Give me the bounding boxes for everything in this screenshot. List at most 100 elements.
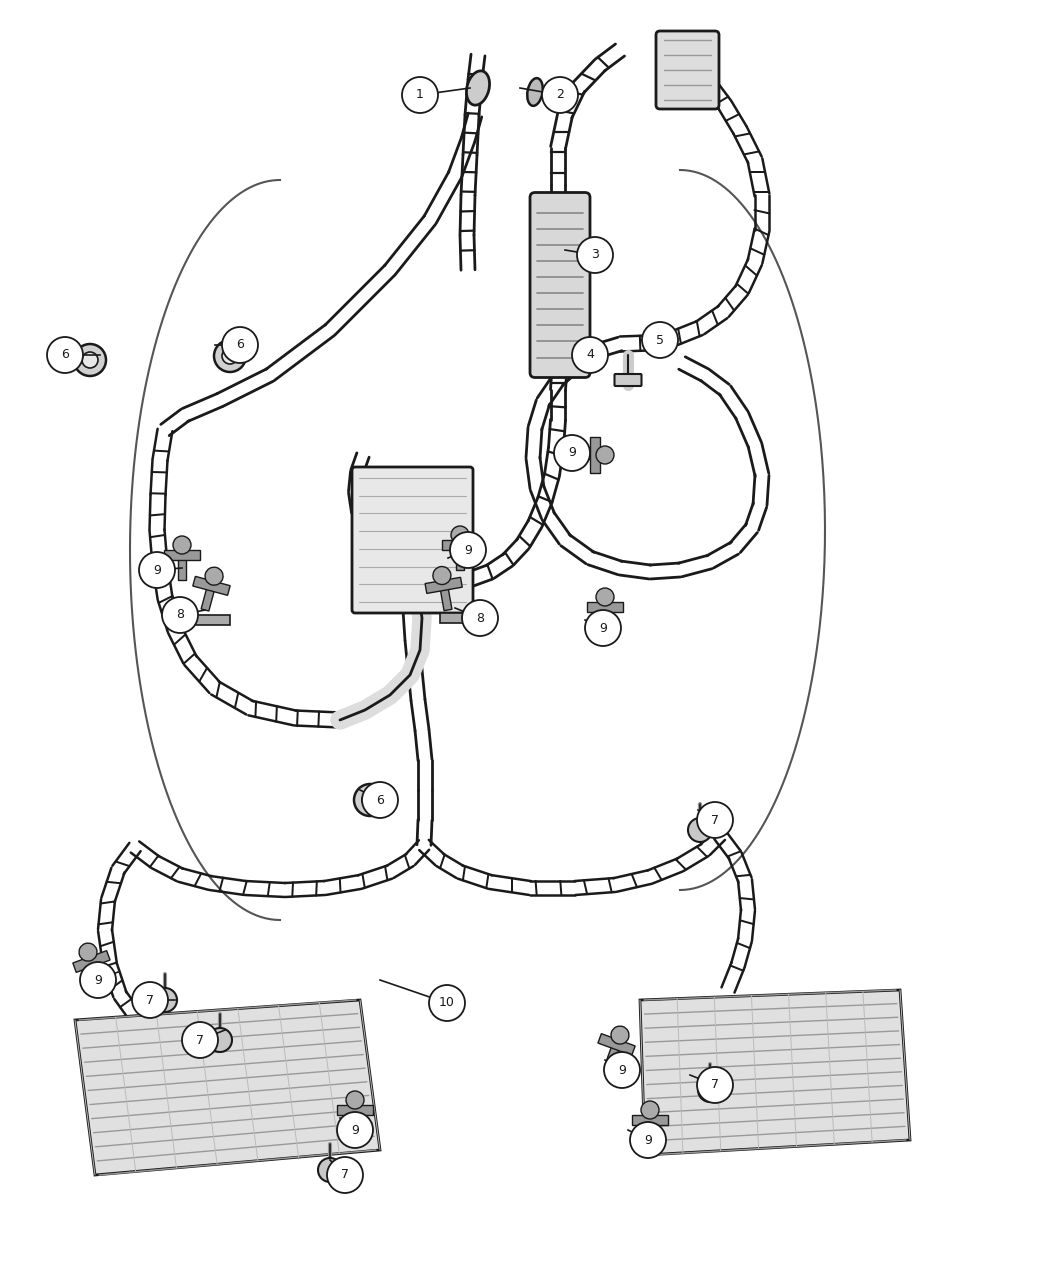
Text: 5: 5 [656,334,664,347]
Bar [425,578,462,593]
Bar [442,541,478,550]
Circle shape [82,352,98,368]
Circle shape [402,76,438,113]
Circle shape [205,567,223,585]
Circle shape [572,337,608,374]
Text: 3: 3 [591,249,598,261]
Circle shape [362,792,378,808]
Text: 10: 10 [439,997,455,1010]
Bar [456,544,464,570]
Circle shape [596,446,614,464]
Text: 1: 1 [416,88,424,102]
Bar [597,1034,635,1056]
Bar [72,951,110,973]
Text: 9: 9 [94,974,102,987]
Bar [440,613,490,623]
Circle shape [337,1112,373,1148]
Text: 9: 9 [464,543,471,556]
Bar [193,576,230,595]
Bar [202,585,215,611]
Circle shape [630,1122,666,1158]
Circle shape [585,609,621,646]
Circle shape [697,1067,733,1103]
Circle shape [604,1052,640,1088]
Text: 9: 9 [568,446,576,459]
Circle shape [475,608,495,629]
Circle shape [362,782,398,819]
Circle shape [74,344,106,376]
Circle shape [542,76,578,113]
Circle shape [132,982,168,1017]
Text: 7: 7 [711,1079,719,1091]
Text: 7: 7 [341,1168,349,1182]
Circle shape [318,1158,342,1182]
Text: 6: 6 [236,338,244,352]
Polygon shape [75,1000,380,1176]
Text: 9: 9 [618,1063,626,1076]
Bar [180,615,230,625]
Text: 6: 6 [61,348,69,362]
Bar [164,550,200,560]
Circle shape [80,963,116,998]
Circle shape [162,597,198,632]
Circle shape [208,1028,232,1052]
Text: 7: 7 [146,993,154,1006]
Circle shape [640,1102,659,1119]
Text: 8: 8 [176,608,184,621]
Circle shape [697,802,733,838]
Circle shape [175,609,195,630]
Text: 9: 9 [644,1133,652,1146]
Circle shape [698,1077,722,1102]
Text: 9: 9 [351,1123,359,1136]
Circle shape [462,601,498,636]
Circle shape [429,986,465,1021]
Polygon shape [640,989,910,1155]
Bar [351,1111,359,1135]
FancyBboxPatch shape [656,31,719,108]
Circle shape [222,348,238,363]
Bar [590,437,600,473]
Circle shape [596,588,614,606]
Text: 4: 4 [586,348,594,362]
Circle shape [47,337,83,374]
Bar [632,1116,668,1125]
Circle shape [433,566,450,584]
Circle shape [139,552,175,588]
Bar [337,1105,373,1116]
Bar [604,1043,621,1070]
Bar [570,451,595,459]
Circle shape [173,536,191,555]
Bar [646,1119,654,1145]
Bar [440,585,452,611]
FancyBboxPatch shape [614,374,642,386]
Circle shape [346,1091,364,1109]
Text: 6: 6 [376,793,384,807]
FancyBboxPatch shape [352,467,472,613]
Text: 8: 8 [476,612,484,625]
Circle shape [182,1023,218,1058]
Text: 9: 9 [600,621,607,635]
Text: 2: 2 [556,88,564,102]
Circle shape [153,988,177,1012]
Circle shape [222,326,258,363]
Circle shape [214,340,246,372]
Circle shape [554,435,590,470]
FancyBboxPatch shape [530,193,590,377]
Text: 7: 7 [711,813,719,826]
Circle shape [450,532,486,567]
Ellipse shape [527,78,543,106]
Circle shape [611,1026,629,1044]
Circle shape [354,784,386,816]
Circle shape [327,1156,363,1193]
Circle shape [642,323,678,358]
Bar [178,555,186,580]
Bar [587,602,623,612]
Circle shape [578,237,613,273]
Bar [88,960,104,987]
Text: 9: 9 [153,564,161,576]
Circle shape [452,527,469,544]
Text: 7: 7 [196,1034,204,1047]
Circle shape [688,819,712,842]
Circle shape [79,944,97,961]
Bar [601,607,609,632]
